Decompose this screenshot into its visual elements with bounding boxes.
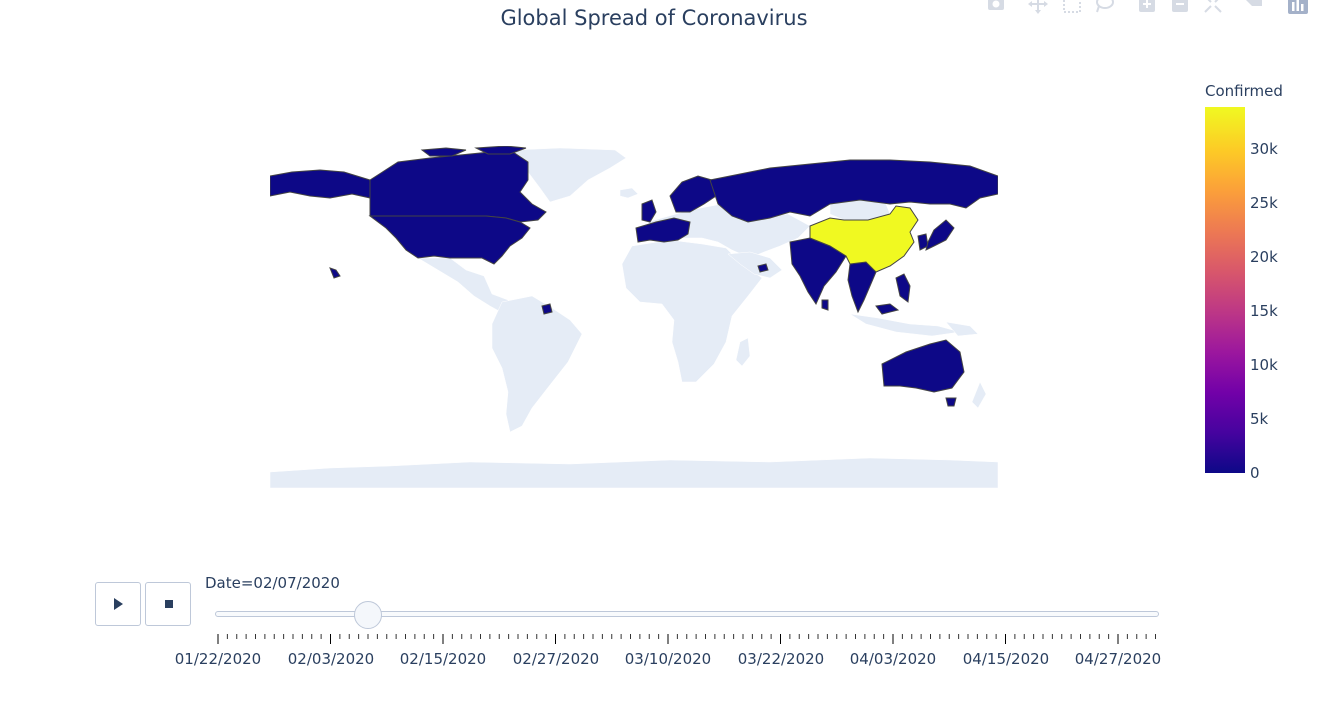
world-map[interactable] [270,146,998,488]
modebar [980,0,1320,16]
slider-handle[interactable] [354,601,382,629]
stop-button[interactable] [145,582,191,626]
country-canada [369,149,547,223]
slider-tick-label[interactable]: 04/27/2020 [1074,650,1162,668]
country-australia [881,339,965,393]
slider-tick-label[interactable]: 02/27/2020 [512,650,600,668]
reset-view-icon[interactable] [1201,0,1225,16]
colorbar-tick-label: 10k [1250,356,1278,374]
country-japan [925,219,955,251]
country-western-europe [635,217,691,243]
country-russia [709,159,998,223]
play-icon [114,598,123,610]
slider-tick-label[interactable]: 02/15/2020 [399,650,487,668]
country-china [809,205,919,273]
slider-tick-label[interactable]: 03/22/2020 [737,650,825,668]
camera-icon[interactable] [984,0,1008,16]
colorbar-tick-label: 0 [1250,464,1260,482]
landmass-no-data [270,147,998,488]
stop-icon [165,600,173,608]
slider-tick-label[interactable]: 01/22/2020 [174,650,262,668]
countries-high-cases [809,205,919,273]
chart-title: Global Spread of Coronavirus [500,6,808,30]
country-united-states [368,215,531,265]
colorbar-tick-label: 25k [1250,194,1278,212]
slider-current-value: Date=02/07/2020 [205,574,340,592]
slider-ticks [217,634,1156,644]
colorbar-gradient [1205,107,1245,473]
box-select-icon[interactable] [1060,0,1084,16]
colorbar-tick-label: 15k [1250,302,1278,320]
slider-tick-label[interactable]: 02/03/2020 [287,650,375,668]
slider-rail[interactable] [215,611,1159,617]
colorbar-tick-label: 5k [1250,410,1269,428]
slider-tick-label[interactable]: 04/15/2020 [962,650,1050,668]
toggle-hover-icon[interactable] [1242,0,1266,16]
colorbar-tick-label: 20k [1250,248,1278,266]
slider-tick-label[interactable]: 03/10/2020 [624,650,712,668]
colorbar-tick-label: 30k [1250,140,1278,158]
colorbar-title: Confirmed [1205,82,1283,100]
country-philippines [895,273,911,303]
zoom-out-icon[interactable] [1168,0,1192,16]
play-button[interactable] [95,582,141,626]
lasso-select-icon[interactable] [1092,0,1116,16]
country-alaska [270,169,371,199]
country-southeast-asia [847,261,877,314]
slider-tick-label[interactable]: 04/03/2020 [849,650,937,668]
plotly-logo-icon[interactable] [1286,0,1310,16]
zoom-in-icon[interactable] [1135,0,1159,16]
countries-low-cases [270,146,998,407]
country-united-kingdom [641,199,657,223]
pan-icon[interactable] [1026,0,1050,16]
